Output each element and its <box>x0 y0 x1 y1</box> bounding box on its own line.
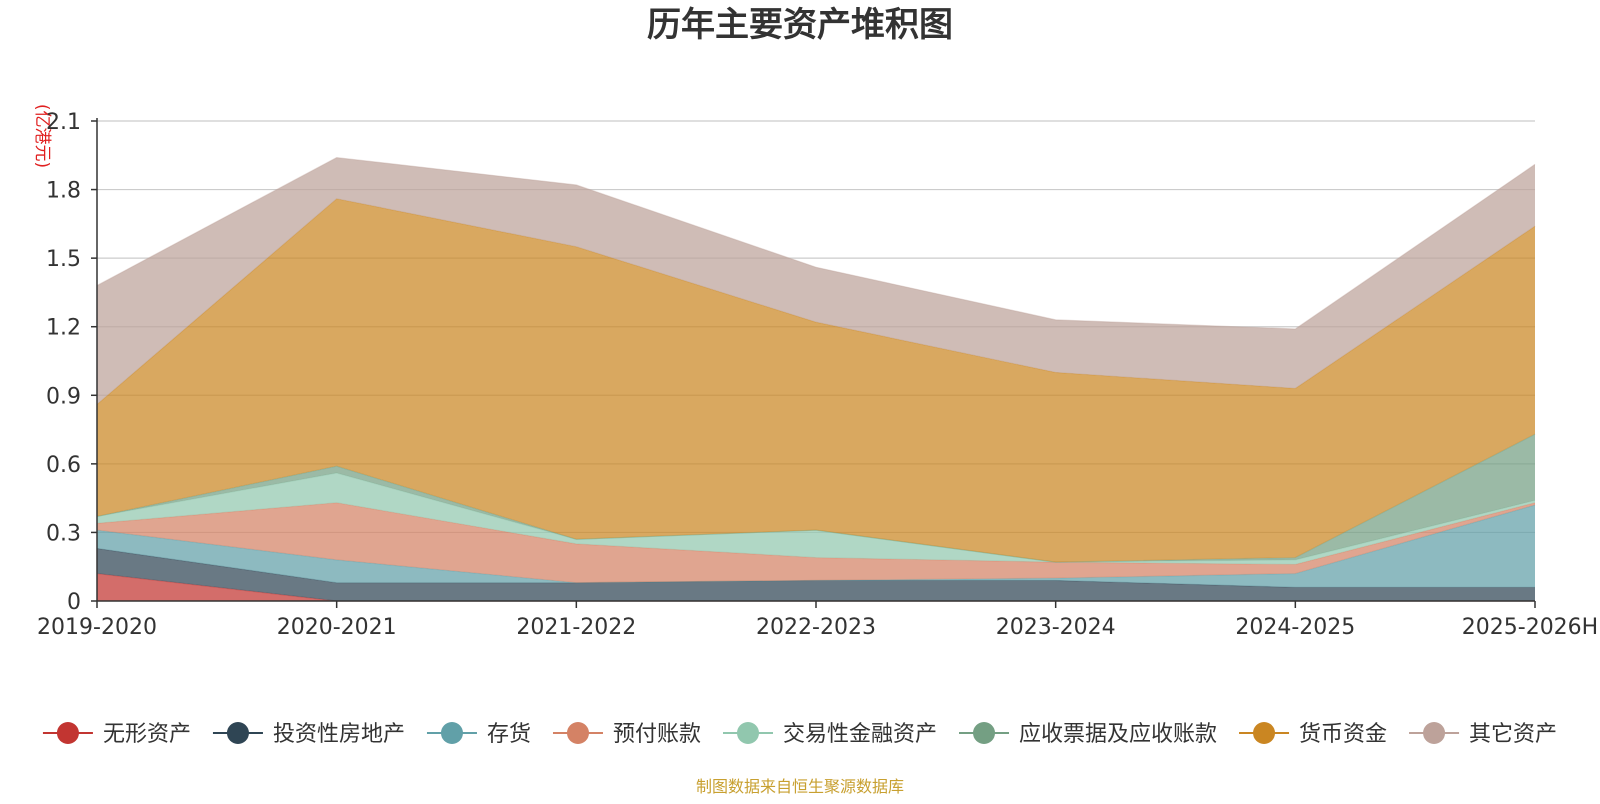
legend-item-5[interactable]: 应收票据及应收账款 <box>959 722 1217 747</box>
x-tick-label: 2021-2022 <box>516 615 636 640</box>
y-tick-label: 0 <box>67 590 81 615</box>
legend-label: 存货 <box>487 722 531 747</box>
legend-label: 无形资产 <box>103 722 191 747</box>
x-tick-label: 2020-2021 <box>277 615 397 640</box>
legend-label: 投资性房地产 <box>273 722 405 747</box>
legend: 无形资产 投资性房地产 存货 预付账款 交易性金融资产 应收票据及应收账款 货币资金 其它资产 <box>42 722 1557 747</box>
legend-item-4[interactable]: 交易性金融资产 <box>723 722 937 747</box>
y-axis-unit: (亿港元) <box>32 104 52 168</box>
legend-item-3[interactable]: 预付账款 <box>552 722 701 747</box>
area-series-line-7 <box>96 156 1536 330</box>
y-tick-label: 1.8 <box>46 179 81 204</box>
y-tick-label: 1.2 <box>46 316 81 341</box>
legend-marker <box>566 722 589 744</box>
y-tick-label: 0.9 <box>46 384 81 409</box>
legend-label: 应收票据及应收账款 <box>1019 722 1217 747</box>
legend-marker <box>1423 722 1446 744</box>
legend-item-6[interactable]: 货币资金 <box>1239 722 1387 747</box>
legend-item-7[interactable]: 其它资产 <box>1409 722 1557 747</box>
x-tick-label: 2023-2024 <box>996 615 1116 640</box>
legend-marker <box>1253 722 1276 744</box>
area-series-2 <box>97 505 1535 588</box>
area-series-7 <box>97 157 1535 405</box>
area-series-6 <box>97 198 1535 563</box>
data-source-note: 制图数据来自恒生聚源数据库 <box>696 777 904 796</box>
x-tick-label: 2025-2026H <box>1462 615 1598 640</box>
y-tick-label: 1.5 <box>46 247 81 272</box>
axis-layer: 0 0.3 0.6 0.9 1.2 1.5 1.8 2.1 2019-2020 2020-2021… <box>37 110 1598 640</box>
x-tick-label: 2024-2025 <box>1235 615 1355 640</box>
y-tick-label: 0.3 <box>46 521 81 546</box>
legend-item-1[interactable]: 投资性房地产 <box>212 722 405 747</box>
legend-item-2[interactable]: 存货 <box>426 722 531 747</box>
area-series-4 <box>97 473 1535 565</box>
area-series-3 <box>97 502 1535 583</box>
y-tick-label: 2.1 <box>46 110 81 135</box>
legend-marker <box>737 722 759 744</box>
x-tick-label: 2019-2020 <box>37 615 157 640</box>
x-tick-label: 2022-2023 <box>756 615 876 640</box>
legend-label: 货币资金 <box>1299 722 1387 747</box>
legend-label: 预付账款 <box>613 722 701 747</box>
area-series-0 <box>97 573 1535 601</box>
legend-label: 交易性金融资产 <box>783 722 937 747</box>
y-tick-label: 0.6 <box>46 453 81 478</box>
area-series-1 <box>97 548 1535 601</box>
legend-marker <box>440 722 463 744</box>
area-layer <box>96 156 1536 602</box>
legend-marker <box>973 722 996 744</box>
legend-marker <box>226 722 249 744</box>
legend-label: 其它资产 <box>1469 722 1557 747</box>
chart-title: 历年主要资产堆积图 <box>647 5 953 45</box>
legend-item-0[interactable]: 无形资产 <box>42 722 191 747</box>
legend-marker <box>56 722 79 744</box>
